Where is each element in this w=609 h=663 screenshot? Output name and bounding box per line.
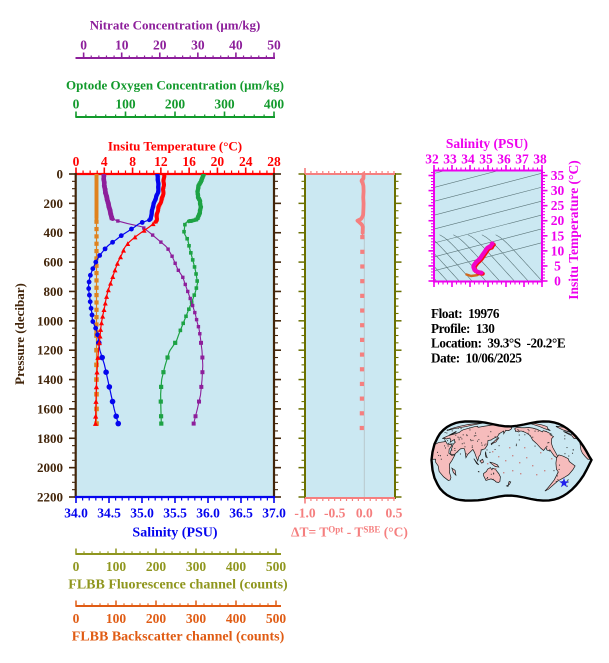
- svg-text:24: 24: [239, 154, 253, 169]
- svg-text:500: 500: [266, 611, 287, 626]
- svg-text:100: 100: [106, 559, 127, 574]
- svg-text:1400: 1400: [37, 372, 63, 387]
- svg-text:-1.0: -1.0: [294, 506, 316, 521]
- svg-text:400: 400: [264, 97, 285, 112]
- svg-text:Insitu Temperature (°C): Insitu Temperature (°C): [108, 139, 242, 154]
- svg-text:37: 37: [515, 152, 529, 167]
- svg-text:8: 8: [129, 154, 136, 169]
- svg-text:1800: 1800: [37, 431, 63, 446]
- svg-text:35: 35: [479, 152, 493, 167]
- svg-text:100: 100: [115, 97, 136, 112]
- svg-text:36.0: 36.0: [196, 506, 220, 521]
- svg-text:Insitu Temperature (°C): Insitu Temperature (°C): [566, 160, 581, 299]
- svg-text:20: 20: [551, 213, 565, 228]
- svg-text:12: 12: [154, 154, 168, 169]
- svg-text:800: 800: [44, 284, 64, 299]
- svg-text:0.5: 0.5: [386, 506, 403, 521]
- svg-text:1200: 1200: [37, 343, 63, 358]
- svg-text:ΔT= TOpt - TSBE (°C): ΔT= TOpt - TSBE (°C): [291, 525, 408, 540]
- svg-text:34: 34: [461, 152, 475, 167]
- svg-text:Date: 10/06/2025: Date: 10/06/2025: [431, 350, 522, 365]
- svg-text:2200: 2200: [37, 490, 63, 505]
- svg-text:36: 36: [497, 152, 511, 167]
- svg-text:10: 10: [115, 38, 129, 53]
- svg-text:-0.5: -0.5: [324, 506, 346, 521]
- svg-text:30: 30: [551, 183, 565, 198]
- svg-text:Pressure (decibar): Pressure (decibar): [12, 283, 27, 385]
- svg-text:FLBB Fluorescence channel (cou: FLBB Fluorescence channel (counts): [68, 578, 288, 593]
- svg-text:0: 0: [73, 97, 80, 112]
- svg-text:50: 50: [267, 38, 281, 53]
- svg-text:28: 28: [267, 154, 281, 169]
- svg-text:100: 100: [106, 611, 127, 626]
- svg-text:500: 500: [266, 559, 287, 574]
- svg-text:200: 200: [165, 97, 186, 112]
- svg-text:Salinity (PSU): Salinity (PSU): [132, 526, 218, 541]
- svg-text:Float: 19976: Float: 19976: [431, 306, 500, 321]
- svg-text:400: 400: [226, 559, 247, 574]
- svg-text:25: 25: [551, 198, 565, 213]
- svg-text:FLBB Backscatter channel (coun: FLBB Backscatter channel (counts): [72, 630, 285, 645]
- svg-text:0: 0: [554, 274, 561, 289]
- svg-text:0: 0: [80, 38, 87, 53]
- svg-text:0: 0: [57, 167, 64, 182]
- svg-text:20: 20: [211, 154, 225, 169]
- svg-text:200: 200: [44, 196, 64, 211]
- svg-text:5: 5: [554, 258, 561, 273]
- svg-text:600: 600: [44, 255, 64, 270]
- svg-text:16: 16: [182, 154, 196, 169]
- svg-text:0: 0: [73, 154, 80, 169]
- svg-text:1000: 1000: [37, 313, 63, 328]
- svg-text:300: 300: [186, 559, 207, 574]
- svg-text:0: 0: [73, 559, 80, 574]
- svg-text:4: 4: [101, 154, 108, 169]
- svg-text:20: 20: [153, 38, 167, 53]
- svg-text:Location: 39.3°S -20.2°E: Location: 39.3°S -20.2°E: [431, 336, 566, 351]
- svg-text:400: 400: [226, 611, 247, 626]
- svg-text:32: 32: [425, 152, 439, 167]
- svg-text:0.0: 0.0: [356, 506, 373, 521]
- svg-text:38: 38: [533, 152, 547, 167]
- svg-text:34.5: 34.5: [97, 506, 121, 521]
- svg-text:37.0: 37.0: [262, 506, 286, 521]
- svg-text:35: 35: [551, 168, 565, 183]
- svg-text:2000: 2000: [37, 460, 63, 475]
- svg-text:0: 0: [73, 611, 80, 626]
- svg-text:200: 200: [146, 559, 167, 574]
- svg-text:30: 30: [191, 38, 205, 53]
- svg-text:15: 15: [551, 228, 565, 243]
- svg-text:Salinity (PSU): Salinity (PSU): [446, 136, 528, 151]
- svg-text:36.5: 36.5: [229, 506, 253, 521]
- svg-text:200: 200: [146, 611, 167, 626]
- svg-text:1600: 1600: [37, 401, 63, 416]
- svg-text:300: 300: [214, 97, 235, 112]
- svg-text:Optode Oxygen Concentration (μ: Optode Oxygen Concentration (μm/kg): [66, 78, 284, 93]
- svg-text:Nitrate Concentration (μm/kg): Nitrate Concentration (μm/kg): [90, 18, 261, 33]
- svg-text:40: 40: [229, 38, 243, 53]
- svg-text:33: 33: [443, 152, 457, 167]
- svg-text:400: 400: [44, 225, 64, 240]
- svg-text:34.0: 34.0: [64, 506, 88, 521]
- svg-text:Profile: 130: Profile: 130: [431, 321, 495, 336]
- svg-text:35.0: 35.0: [130, 506, 154, 521]
- svg-text:300: 300: [186, 611, 207, 626]
- svg-text:35.5: 35.5: [163, 506, 187, 521]
- svg-text:10: 10: [551, 243, 565, 258]
